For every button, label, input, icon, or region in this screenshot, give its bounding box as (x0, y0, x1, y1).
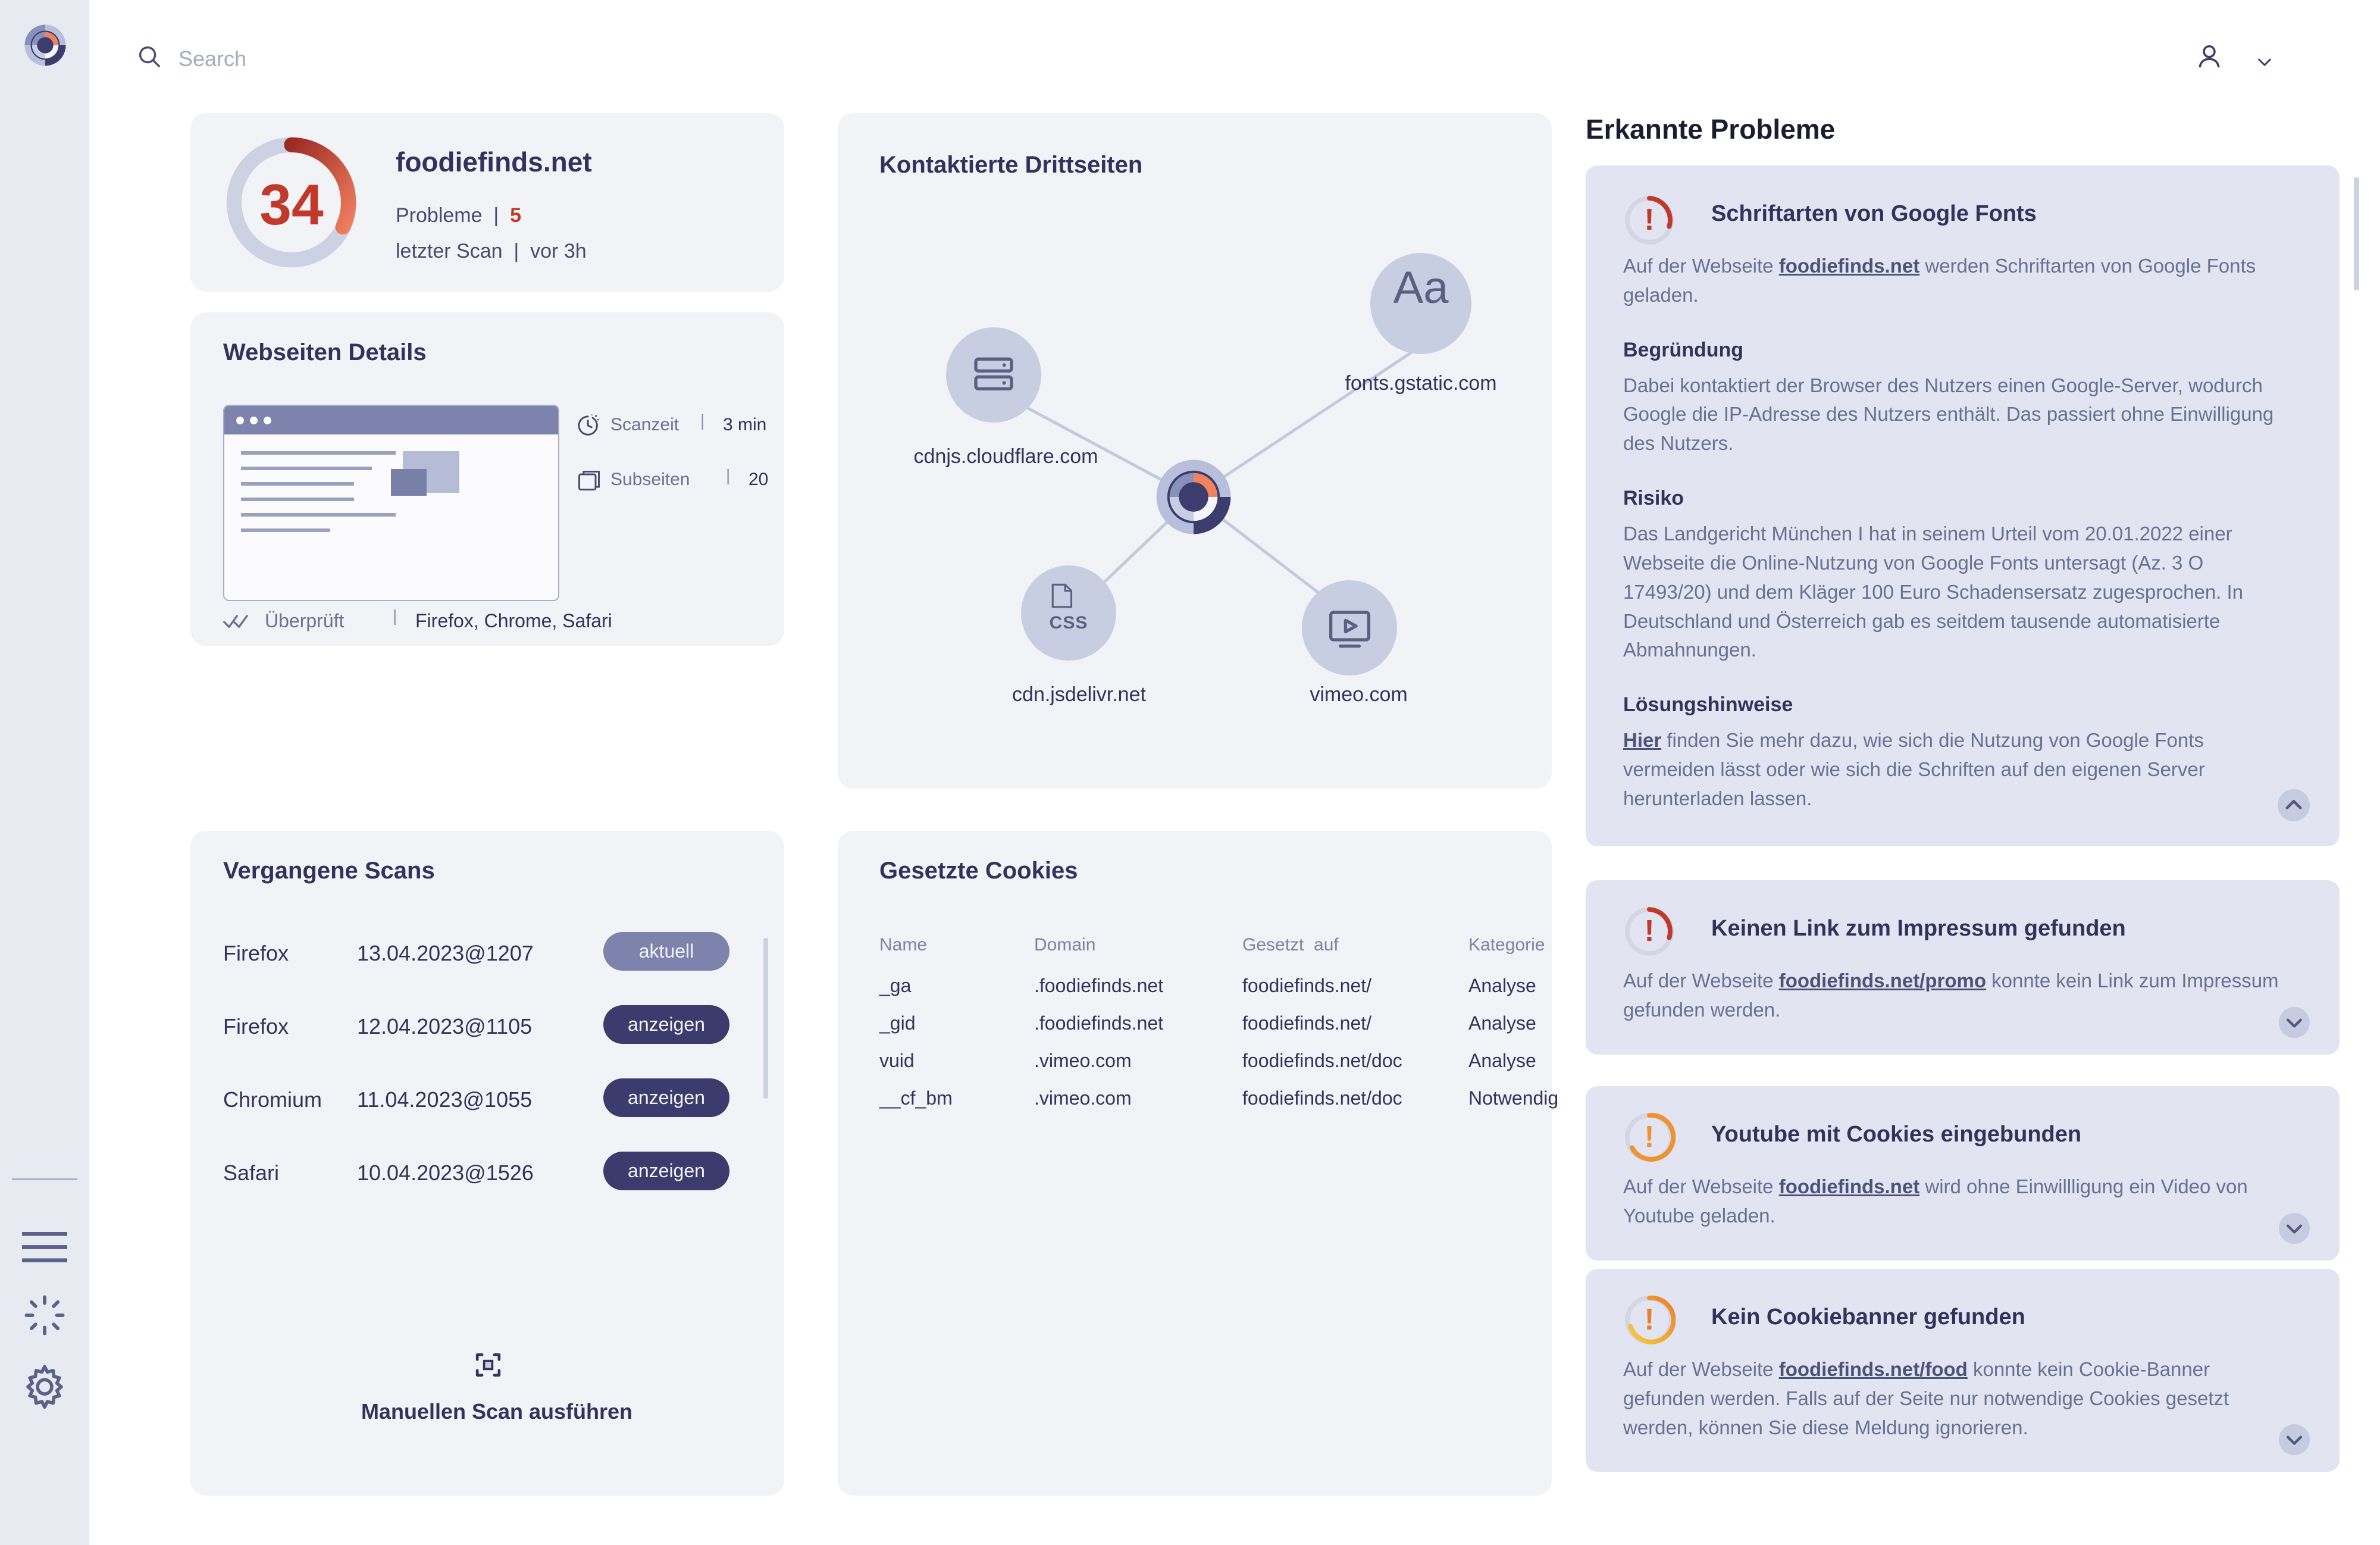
svg-text:!: ! (1645, 202, 1655, 236)
svg-text:!: ! (1645, 1302, 1655, 1336)
svg-text:!: ! (1645, 1119, 1655, 1153)
svg-text:!: ! (1645, 914, 1655, 947)
svg-text:34: 34 (259, 173, 324, 237)
